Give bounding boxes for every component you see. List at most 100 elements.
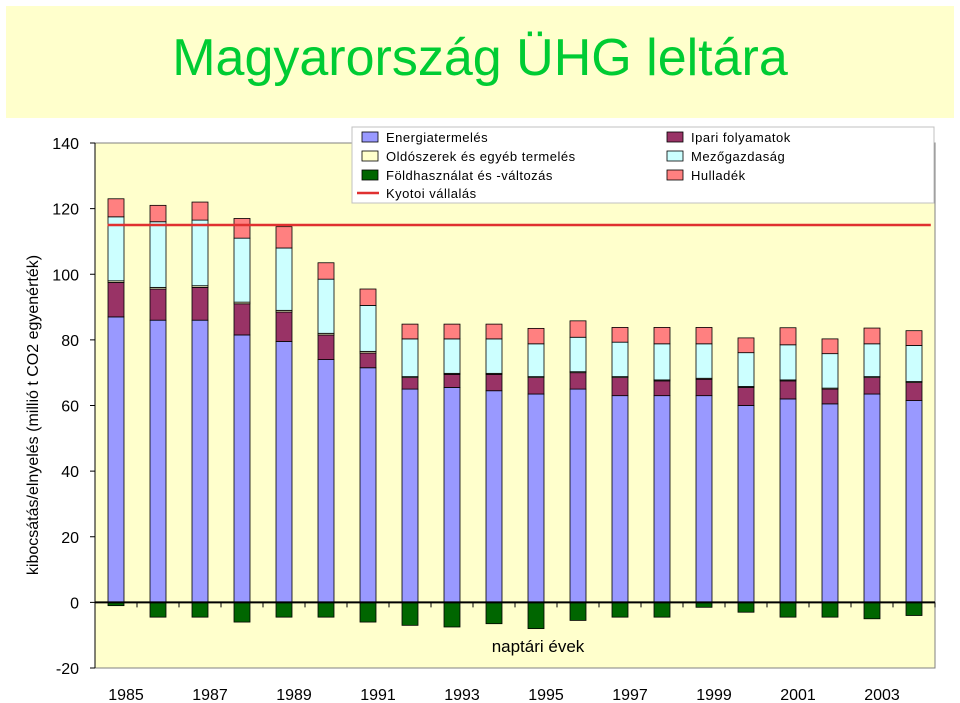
- bar-segment: [485, 338, 503, 374]
- bar-segment: [527, 327, 545, 345]
- legend-label: Mezőgazdaság: [691, 149, 785, 164]
- bar-segment: [905, 330, 923, 346]
- bar-segment: [863, 377, 881, 395]
- x-tick-label: 1999: [696, 687, 732, 703]
- bar-segment: [233, 334, 251, 603]
- bar-segment: [191, 201, 209, 221]
- bar-segment: [569, 601, 587, 621]
- legend-box: [351, 126, 935, 204]
- bar-segment: [527, 601, 545, 630]
- x-tick-label: 1989: [276, 687, 312, 703]
- x-tick-label: 1991: [360, 687, 396, 703]
- y-tick-label: 80: [61, 333, 79, 350]
- bar-segment: [737, 405, 755, 603]
- bar-segment: [737, 337, 755, 354]
- bar-segment: [905, 400, 923, 603]
- bar-segment: [569, 320, 587, 338]
- bar-segment: [443, 323, 461, 340]
- y-tick-label: 20: [61, 530, 79, 547]
- bar-segment: [149, 204, 167, 223]
- x-tick-label: 1997: [612, 687, 648, 703]
- bar-segment: [149, 319, 167, 603]
- legend-label: Kyotoi vállalás: [386, 186, 477, 201]
- y-tick-label: 0: [70, 595, 79, 612]
- bar-segment: [611, 601, 629, 618]
- bar-segment: [317, 334, 335, 360]
- bar-segment: [275, 311, 293, 342]
- x-tick-label: 1987: [192, 687, 228, 703]
- bar-segment: [233, 218, 251, 239]
- bar-segment: [611, 377, 629, 397]
- bar-segment: [611, 341, 629, 378]
- bar-segment: [359, 367, 377, 603]
- y-tick-label: 120: [52, 202, 79, 219]
- bar-segment: [191, 286, 209, 321]
- bar-segment: [443, 373, 461, 388]
- bar-segment: [443, 387, 461, 603]
- x-tick-label: 1985: [108, 687, 144, 703]
- bar-segment: [821, 601, 839, 618]
- bar-segment: [863, 393, 881, 603]
- bar-segment: [653, 395, 671, 603]
- legend-label: Hulladék: [691, 168, 746, 183]
- page-title: Magyarország ÜHG leltára: [172, 29, 788, 87]
- bar-segment: [485, 373, 503, 392]
- legend-swatch: [666, 131, 684, 143]
- bar-segment: [149, 601, 167, 618]
- bar-segment: [737, 601, 755, 613]
- bar-segment: [443, 601, 461, 628]
- bar-segment: [359, 305, 377, 352]
- bar-segment: [653, 343, 671, 381]
- legend-swatch: [361, 150, 379, 162]
- bar-segment: [401, 388, 419, 603]
- bar-segment: [653, 327, 671, 345]
- bar-segment: [317, 278, 335, 334]
- bar-segment: [737, 387, 755, 406]
- x-tick-label: 2001: [780, 687, 816, 703]
- bar-segment: [317, 262, 335, 280]
- bar-segment: [191, 601, 209, 618]
- y-tick-label: -20: [56, 661, 79, 678]
- bar-segment: [359, 601, 377, 623]
- bar-segment: [779, 327, 797, 346]
- legend-label: Energiatermelés: [386, 130, 488, 145]
- bar-segment: [863, 343, 881, 378]
- bar-segment: [779, 601, 797, 618]
- bar-segment: [485, 390, 503, 603]
- x-axis-label: naptári évek: [492, 637, 585, 656]
- bar-segment: [905, 601, 923, 616]
- x-tick-label: 2003: [864, 687, 900, 703]
- bar-segment: [359, 352, 377, 369]
- bar-segment: [149, 221, 167, 288]
- bar-segment: [107, 282, 125, 318]
- bar-segment: [401, 377, 419, 390]
- bar-segment: [905, 345, 923, 382]
- bar-segment: [485, 323, 503, 340]
- y-tick-label: 60: [61, 399, 79, 416]
- bar-segment: [401, 338, 419, 378]
- bar-segment: [527, 343, 545, 378]
- bar-segment: [779, 344, 797, 381]
- legend-swatch: [666, 150, 684, 162]
- x-tick-label: 1993: [444, 687, 480, 703]
- y-axis-label: kibocsátás/elnyelés (millió t CO2 egyené…: [25, 255, 42, 575]
- bar-segment: [821, 388, 839, 405]
- bar-segment: [401, 323, 419, 340]
- bar-segment: [401, 601, 419, 626]
- plot-area: [94, 142, 936, 669]
- bar-segment: [443, 338, 461, 374]
- bar-segment: [275, 341, 293, 603]
- bar-segment: [695, 378, 713, 397]
- bar-segment: [527, 393, 545, 603]
- bar-segment: [821, 338, 839, 355]
- bar-segment: [485, 601, 503, 625]
- y-tick-label: 40: [61, 464, 79, 481]
- bar-segment: [653, 380, 671, 397]
- bar-segment: [779, 380, 797, 400]
- bar-segment: [233, 601, 251, 623]
- bar-segment: [695, 327, 713, 345]
- bar-segment: [611, 327, 629, 343]
- bar-segment: [611, 395, 629, 603]
- y-tick-label: 140: [52, 136, 79, 153]
